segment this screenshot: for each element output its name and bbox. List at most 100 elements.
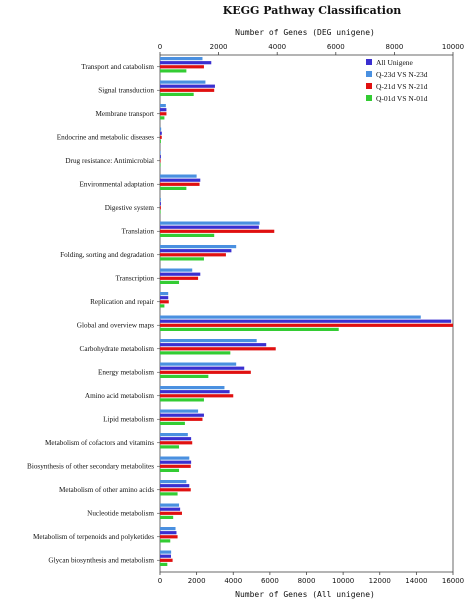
category-label: Biosynthesis of other secondary metaboli… — [27, 463, 154, 471]
bar-q-01d-vs-n-01d — [160, 257, 204, 261]
bar-all-unigene — [160, 108, 167, 112]
bar-q-01d-vs-n-01d — [160, 92, 194, 96]
bottom-tick-label: 12000 — [369, 577, 391, 585]
bar-q-01d-vs-n-01d — [160, 163, 161, 167]
legend-label: Q-21d VS N-21d — [376, 82, 428, 91]
top-tick-label: 6000 — [327, 43, 345, 51]
legend-label: All Unigene — [376, 58, 414, 67]
top-axis: 0 2000 4000 6000 8000 10000 — [158, 43, 464, 55]
top-axis-title: Number of Genes (DEG unigene) — [235, 28, 375, 37]
bar-all-unigene — [160, 155, 161, 159]
bar-q-01d-vs-n-01d — [160, 69, 187, 73]
bar-q-21d-vs-n-21d — [160, 88, 215, 92]
bar-q-21d-vs-n-21d — [160, 488, 191, 492]
category-labels: Transport and catabolism Signal transduct… — [27, 63, 160, 565]
category-label: Amino acid metabolism — [85, 392, 154, 400]
bar-q-21d-vs-n-21d — [160, 511, 182, 515]
category-label: Membrane transport — [96, 110, 154, 118]
category-label: Lipid metabolism — [103, 416, 154, 424]
bar-q-21d-vs-n-21d — [160, 253, 226, 257]
bar-q-01d-vs-n-01d — [160, 492, 178, 496]
bar-q-23d-vs-n-23d — [160, 527, 176, 531]
top-tick-label: 2000 — [210, 43, 228, 51]
bottom-tick-label: 10000 — [332, 577, 354, 585]
category-label: Drug resistance: Antimicrobial — [65, 157, 154, 165]
bar-q-23d-vs-n-23d — [160, 550, 172, 554]
bottom-tick-label: 0 — [158, 577, 162, 585]
bar-q-23d-vs-n-23d — [160, 221, 260, 225]
bar-q-21d-vs-n-21d — [160, 394, 234, 398]
category-label: Digestive system — [105, 204, 155, 212]
bar-all-unigene — [160, 343, 267, 347]
bar-q-01d-vs-n-01d — [160, 398, 204, 402]
bar-q-21d-vs-n-21d — [160, 276, 199, 280]
bar-q-23d-vs-n-23d — [160, 104, 166, 108]
bottom-tick-label: 16000 — [442, 577, 464, 585]
bar-q-21d-vs-n-21d — [160, 65, 204, 69]
bar-all-unigene — [160, 554, 171, 558]
bar-q-01d-vs-n-01d — [160, 210, 161, 214]
bar-q-23d-vs-n-23d — [160, 480, 187, 484]
bottom-tick-label: 4000 — [224, 577, 242, 585]
bar-all-unigene — [160, 249, 232, 253]
category-label: Global and overview maps — [77, 322, 154, 330]
bottom-tick-label: 8000 — [298, 577, 316, 585]
bar-all-unigene — [160, 413, 204, 417]
bar-q-21d-vs-n-21d — [160, 347, 276, 351]
bar-q-21d-vs-n-21d — [160, 441, 193, 445]
category-label: Transcription — [116, 275, 155, 283]
bar-q-21d-vs-n-21d — [160, 535, 178, 539]
bar-q-23d-vs-n-23d — [160, 57, 203, 61]
bar-q-01d-vs-n-01d — [160, 539, 171, 543]
bar-all-unigene — [160, 390, 230, 394]
bar-q-21d-vs-n-21d — [160, 135, 162, 139]
category-label: Metabolism of other amino acids — [59, 486, 154, 494]
bar-all-unigene — [160, 319, 452, 323]
legend-swatch — [366, 71, 372, 77]
bar-q-01d-vs-n-01d — [160, 186, 187, 190]
bar-q-23d-vs-n-23d — [160, 80, 206, 84]
legend-swatch — [366, 59, 372, 65]
bar-q-23d-vs-n-23d — [160, 292, 169, 296]
bar-q-23d-vs-n-23d — [160, 268, 193, 272]
bar-q-21d-vs-n-21d — [160, 159, 161, 163]
plot-frame — [159, 54, 454, 573]
bar-q-23d-vs-n-23d — [160, 362, 237, 366]
bar-q-21d-vs-n-21d — [160, 300, 169, 304]
category-label: Energy metabolism — [98, 369, 154, 377]
bar-q-21d-vs-n-21d — [160, 558, 173, 562]
bottom-axis-title: Number of Genes (All unigene) — [235, 590, 375, 599]
category-label: Folding, sorting and degradation — [60, 251, 154, 259]
bar-q-01d-vs-n-01d — [160, 280, 180, 284]
bar-q-01d-vs-n-01d — [160, 139, 161, 143]
category-label: Metabolism of terpenoids and polyketides — [33, 533, 154, 541]
bar-q-01d-vs-n-01d — [160, 327, 339, 331]
bottom-tick-label: 14000 — [405, 577, 427, 585]
bar-q-21d-vs-n-21d — [160, 229, 275, 233]
category-label: Translation — [122, 228, 155, 236]
bar-q-23d-vs-n-23d — [160, 174, 197, 178]
bar-q-23d-vs-n-23d — [160, 127, 162, 131]
legend-label: Q-23d VS N-23d — [376, 70, 428, 79]
bar-q-23d-vs-n-23d — [160, 339, 257, 343]
bar-all-unigene — [160, 225, 259, 229]
bar-q-23d-vs-n-23d — [160, 456, 190, 460]
bar-q-21d-vs-n-21d — [160, 417, 203, 421]
bar-q-21d-vs-n-21d — [160, 370, 251, 374]
bar-all-unigene — [160, 484, 190, 488]
legend-label: Q-01d VS N-01d — [376, 94, 428, 103]
chart-title: KEGG Pathway Classification — [223, 4, 402, 17]
bar-q-01d-vs-n-01d — [160, 445, 180, 449]
bar-q-01d-vs-n-01d — [160, 304, 165, 308]
top-tick-label: 10000 — [442, 43, 464, 51]
top-tick-label: 8000 — [385, 43, 403, 51]
bar-all-unigene — [160, 202, 161, 206]
bottom-tick-label: 6000 — [261, 577, 279, 585]
bar-q-23d-vs-n-23d — [160, 151, 161, 155]
bar-all-unigene — [160, 366, 245, 370]
bar-q-01d-vs-n-01d — [160, 515, 174, 519]
bar-all-unigene — [160, 131, 162, 135]
bar-all-unigene — [160, 460, 192, 464]
bar-q-01d-vs-n-01d — [160, 468, 180, 472]
